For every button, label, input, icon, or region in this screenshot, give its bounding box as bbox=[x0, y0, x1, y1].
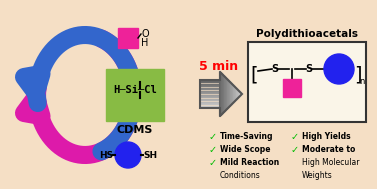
Circle shape bbox=[324, 54, 354, 84]
Text: ✓: ✓ bbox=[209, 145, 217, 155]
Text: Moderate to: Moderate to bbox=[302, 145, 356, 154]
Text: Wide Scope: Wide Scope bbox=[220, 145, 271, 154]
Text: Weights: Weights bbox=[302, 171, 333, 180]
Text: S: S bbox=[271, 64, 279, 74]
Text: CDMS: CDMS bbox=[117, 125, 153, 135]
Bar bbox=[283, 79, 301, 97]
Text: ✓: ✓ bbox=[209, 132, 217, 142]
Text: Time-Saving: Time-Saving bbox=[220, 132, 273, 141]
Text: ✓: ✓ bbox=[209, 158, 217, 168]
Bar bbox=[248, 42, 366, 122]
Text: n: n bbox=[359, 77, 365, 87]
Text: ✓: ✓ bbox=[291, 132, 299, 142]
Text: SH: SH bbox=[143, 150, 157, 160]
Text: High Yields: High Yields bbox=[302, 132, 351, 141]
Bar bbox=[106, 69, 164, 121]
Text: [: [ bbox=[250, 66, 258, 84]
Text: O: O bbox=[141, 29, 149, 39]
Text: S: S bbox=[305, 64, 313, 74]
Text: ✓: ✓ bbox=[291, 145, 299, 155]
Bar bbox=[118, 28, 138, 48]
Text: H: H bbox=[141, 38, 149, 48]
Text: ]: ] bbox=[354, 66, 362, 84]
Text: Conditions: Conditions bbox=[220, 171, 261, 180]
Text: 5 min: 5 min bbox=[199, 60, 239, 73]
Text: HS: HS bbox=[99, 150, 113, 160]
Text: High Molecular: High Molecular bbox=[302, 158, 360, 167]
Text: Polydithioacetals: Polydithioacetals bbox=[256, 29, 358, 39]
Text: Mild Reaction: Mild Reaction bbox=[220, 158, 279, 167]
Circle shape bbox=[115, 142, 141, 168]
Text: H─Si─Cl: H─Si─Cl bbox=[113, 85, 157, 95]
